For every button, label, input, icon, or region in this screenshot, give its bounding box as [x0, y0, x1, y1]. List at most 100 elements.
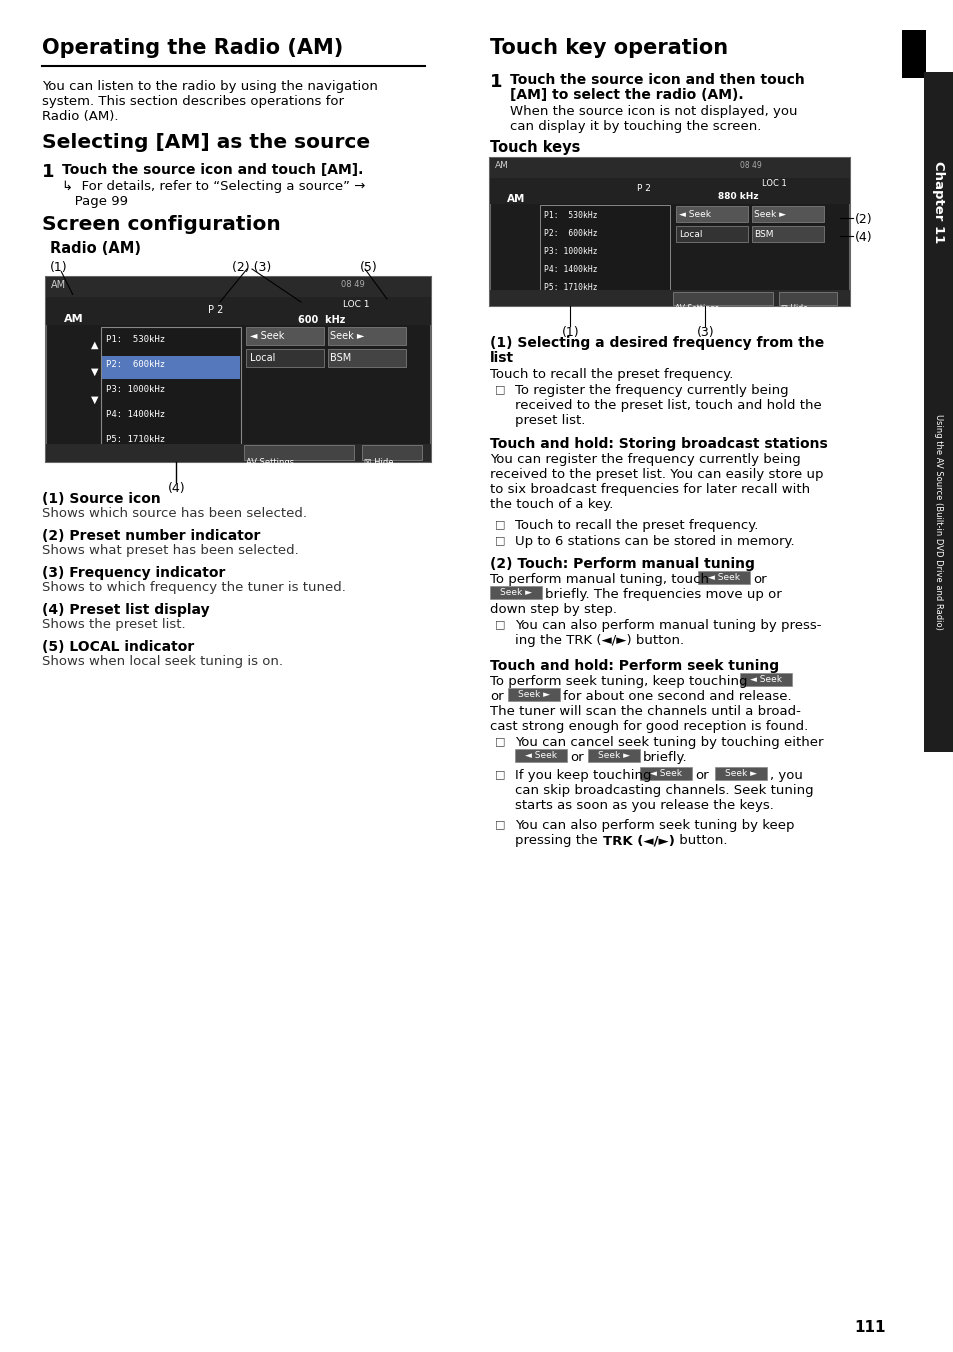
Bar [676, 226, 747, 242]
Text: Touch and hold: Perform seek tuning: Touch and hold: Perform seek tuning [490, 658, 779, 673]
Text: cast strong enough for good reception is found.: cast strong enough for good reception is… [490, 721, 807, 733]
Text: 1: 1 [490, 73, 502, 91]
Text: (1) Selecting a desired frequency from the: (1) Selecting a desired frequency from t… [490, 337, 823, 350]
Text: list: list [490, 352, 514, 365]
Text: You can listen to the radio by using the navigation: You can listen to the radio by using the… [42, 80, 377, 93]
Text: received to the preset list, touch and hold the: received to the preset list, touch and h… [515, 399, 821, 412]
Text: (1): (1) [50, 261, 68, 274]
Text: 880 kHz: 880 kHz [718, 192, 758, 201]
Text: 08 49: 08 49 [740, 161, 760, 170]
Bar [246, 349, 324, 366]
Text: AM: AM [64, 314, 84, 324]
Bar [923, 72, 953, 752]
Text: BSM: BSM [330, 353, 351, 362]
Text: ▼: ▼ [91, 395, 98, 406]
Text: briefly. The frequencies move up or: briefly. The frequencies move up or [544, 588, 781, 602]
Text: ◄ Seek: ◄ Seek [250, 331, 284, 341]
Bar [328, 327, 406, 345]
Text: Selecting [AM] as the source: Selecting [AM] as the source [42, 132, 370, 151]
Text: Seek ►: Seek ► [499, 588, 532, 598]
Text: or: or [490, 690, 503, 703]
Bar [901, 30, 925, 78]
Text: Touch to recall the preset frequency.: Touch to recall the preset frequency. [490, 368, 733, 381]
Text: Seek ►: Seek ► [753, 210, 785, 219]
Text: ing the TRK (◄/►) button.: ing the TRK (◄/►) button. [515, 634, 683, 648]
Bar [328, 349, 406, 366]
Text: □: □ [495, 619, 505, 629]
Text: Shows when local seek tuning is on.: Shows when local seek tuning is on. [42, 654, 283, 668]
Text: Local: Local [679, 230, 701, 239]
Text: You can cancel seek tuning by touching either: You can cancel seek tuning by touching e… [515, 735, 822, 749]
Bar [490, 158, 849, 178]
Text: can display it by touching the screen.: can display it by touching the screen. [510, 120, 760, 132]
Text: AM: AM [495, 161, 508, 170]
Text: When the source icon is not displayed, you: When the source icon is not displayed, y… [510, 105, 797, 118]
Text: Local: Local [250, 353, 275, 362]
Text: Shows what preset has been selected.: Shows what preset has been selected. [42, 544, 298, 557]
Text: briefly.: briefly. [642, 750, 687, 764]
Text: AV Settings: AV Settings [246, 458, 294, 466]
Text: ☒ Hide: ☒ Hide [781, 304, 807, 314]
Bar [515, 749, 566, 763]
Text: P1:  530kHz: P1: 530kHz [543, 211, 597, 220]
Text: 1: 1 [42, 164, 54, 181]
Text: AM: AM [506, 193, 525, 204]
Text: or: or [752, 573, 766, 585]
Bar [507, 688, 559, 700]
Text: Shows to which frequency the tuner is tuned.: Shows to which frequency the tuner is tu… [42, 581, 346, 594]
Bar [698, 571, 749, 584]
Text: □: □ [495, 535, 505, 545]
Text: Radio (AM): Radio (AM) [50, 241, 141, 256]
Text: (4): (4) [168, 483, 186, 495]
Bar [751, 206, 823, 222]
Text: Up to 6 stations can be stored in memory.: Up to 6 stations can be stored in memory… [515, 535, 794, 548]
Text: 600  kHz: 600 kHz [297, 315, 345, 324]
Text: or: or [569, 750, 583, 764]
Text: P2:  600kHz: P2: 600kHz [543, 228, 597, 238]
Text: or: or [695, 769, 708, 781]
Text: the touch of a key.: the touch of a key. [490, 498, 613, 511]
Text: Seek ►: Seek ► [330, 331, 364, 341]
Bar [101, 327, 241, 456]
Text: □: □ [495, 769, 505, 779]
Text: starts as soon as you release the keys.: starts as soon as you release the keys. [515, 799, 773, 813]
Text: P4: 1400kHz: P4: 1400kHz [543, 265, 597, 274]
Text: LOC 1: LOC 1 [761, 178, 786, 188]
Text: If you keep touching: If you keep touching [515, 769, 651, 781]
Text: (3): (3) [697, 326, 714, 339]
Text: Touch keys: Touch keys [490, 141, 579, 155]
Bar [46, 297, 431, 324]
Bar [340, 299, 387, 312]
Text: ▲: ▲ [91, 339, 98, 350]
Text: Page 99: Page 99 [62, 195, 128, 208]
Bar [490, 158, 849, 306]
Text: To perform manual tuning, touch: To perform manual tuning, touch [490, 573, 708, 585]
Bar [779, 292, 836, 306]
Text: Touch the source icon and touch [AM].: Touch the source icon and touch [AM]. [62, 164, 363, 177]
Text: Using the AV Source (Built-in DVD Drive and Radio): Using the AV Source (Built-in DVD Drive … [934, 414, 943, 630]
Text: (2) Preset number indicator: (2) Preset number indicator [42, 529, 260, 544]
Text: To perform seek tuning, keep touching: To perform seek tuning, keep touching [490, 675, 747, 688]
Text: ☒ Hide: ☒ Hide [364, 458, 393, 466]
Bar [246, 327, 324, 345]
Text: AV: AV [908, 55, 918, 72]
Text: (4): (4) [854, 231, 872, 243]
Text: ◄ Seek: ◄ Seek [649, 769, 681, 777]
Text: preset list.: preset list. [515, 414, 585, 427]
Text: Seek ►: Seek ► [517, 690, 550, 699]
Text: Operating the Radio (AM): Operating the Radio (AM) [42, 38, 343, 58]
Text: □: □ [495, 735, 505, 746]
Text: Seek ►: Seek ► [724, 769, 757, 777]
Text: (1): (1) [561, 326, 579, 339]
Text: Touch and hold: Storing broadcast stations: Touch and hold: Storing broadcast statio… [490, 437, 827, 452]
Text: can skip broadcasting channels. Seek tuning: can skip broadcasting channels. Seek tun… [515, 784, 813, 796]
Text: P3: 1000kHz: P3: 1000kHz [106, 385, 165, 393]
Bar [46, 443, 431, 462]
Text: The tuner will scan the channels until a broad-: The tuner will scan the channels until a… [490, 704, 800, 718]
Text: P3: 1000kHz: P3: 1000kHz [543, 247, 597, 256]
Text: , you: , you [769, 769, 802, 781]
Text: (5): (5) [359, 261, 377, 274]
Bar [46, 277, 431, 462]
Bar [751, 226, 823, 242]
Text: 08 49: 08 49 [340, 280, 364, 289]
